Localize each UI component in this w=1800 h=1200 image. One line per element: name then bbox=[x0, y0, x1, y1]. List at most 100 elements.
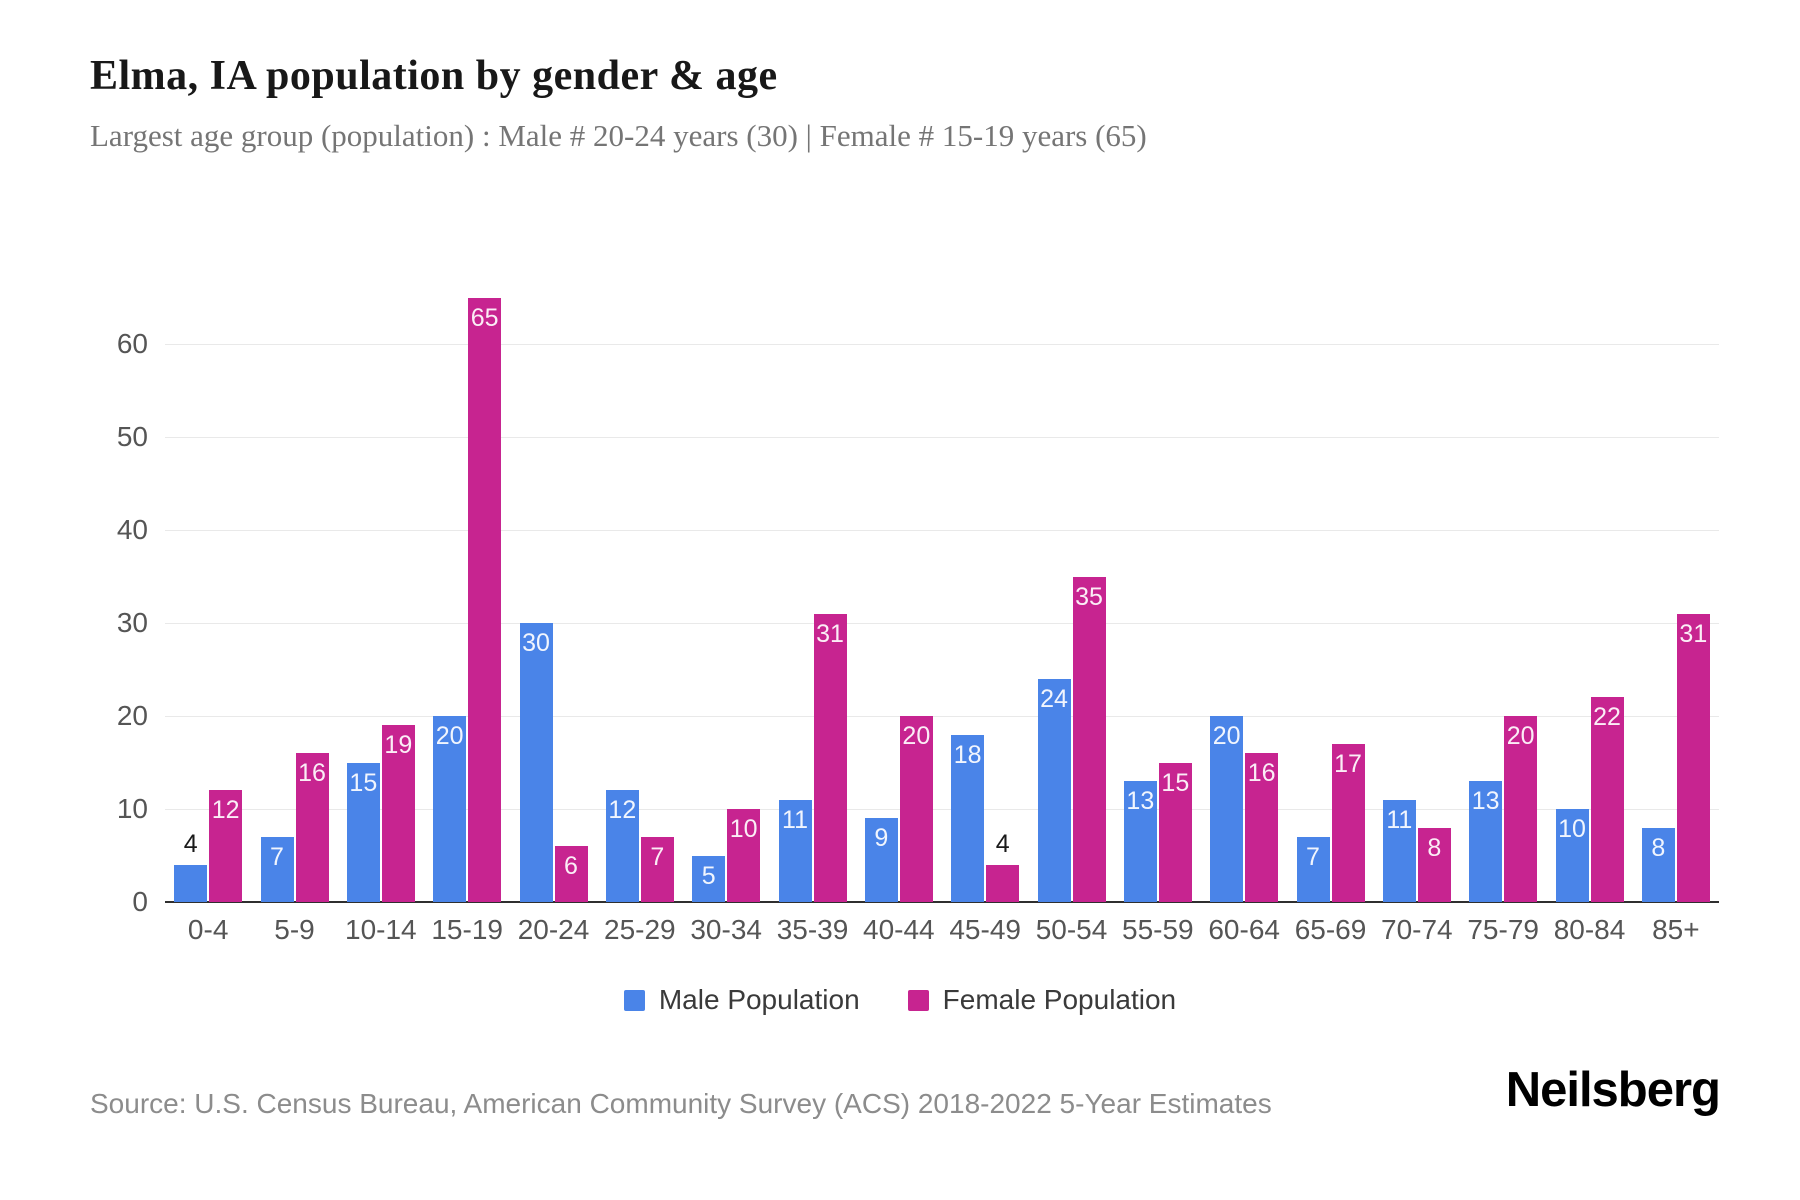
bar-female bbox=[1676, 613, 1710, 902]
bar-male bbox=[692, 855, 726, 902]
gridline bbox=[165, 530, 1719, 531]
x-axis-label: 30-34 bbox=[690, 914, 762, 945]
bar-value-label: 65 bbox=[470, 303, 499, 332]
bar-value-label: 31 bbox=[816, 619, 844, 648]
x-axis-label: 25-29 bbox=[604, 914, 676, 945]
male-legend-swatch-icon bbox=[623, 989, 645, 1011]
bar-male bbox=[1123, 781, 1157, 902]
bar-value-label: 11 bbox=[782, 805, 808, 834]
x-axis-label: 0-4 bbox=[187, 914, 229, 945]
bar-value-label: 12 bbox=[608, 796, 637, 825]
legend-label-male: Male Population bbox=[658, 984, 860, 1015]
bar-female bbox=[1331, 743, 1365, 902]
bar-female bbox=[1072, 576, 1106, 902]
bar-value-label: 9 bbox=[874, 824, 889, 853]
bar-male bbox=[1641, 827, 1675, 902]
bar-value-label: 13 bbox=[1471, 787, 1500, 816]
bar-value-label: 10 bbox=[729, 815, 758, 843]
bar-female bbox=[468, 297, 502, 902]
bar-value-label: 18 bbox=[953, 740, 982, 769]
bar-value-label: 20 bbox=[1212, 722, 1241, 750]
x-axis-label: 45-49 bbox=[949, 914, 1021, 945]
bar-male bbox=[346, 762, 380, 902]
x-axis-label: 15-19 bbox=[431, 914, 503, 945]
page-subtitle: Largest age group (population) : Male # … bbox=[90, 118, 1147, 153]
bar-value-label: 7 bbox=[650, 842, 665, 871]
bar-value-label: 5 bbox=[701, 861, 716, 890]
gridline bbox=[165, 809, 1719, 810]
bar-value-label: 35 bbox=[1075, 582, 1103, 611]
bar-value-label: 11 bbox=[1386, 805, 1413, 834]
x-axis-label: 85+ bbox=[1652, 914, 1700, 945]
gridline bbox=[165, 344, 1719, 345]
bar-male bbox=[951, 734, 985, 902]
x-axis-label: 20-24 bbox=[517, 914, 590, 945]
bar-value-label: 4 bbox=[183, 829, 198, 858]
bar-value-label: 10 bbox=[1558, 815, 1586, 843]
bar-value-label: 31 bbox=[1679, 619, 1708, 648]
bar-female bbox=[899, 716, 933, 902]
y-axis-tick-label: 0 bbox=[132, 886, 148, 917]
bar-female bbox=[381, 725, 415, 902]
bar-female bbox=[640, 836, 674, 902]
bar-value-label: 7 bbox=[1306, 842, 1320, 871]
page-title: Elma, IA population by gender & age bbox=[90, 53, 778, 99]
bar-value-label: 16 bbox=[1247, 759, 1276, 788]
bar-male bbox=[519, 623, 553, 902]
bar-value-label: 20 bbox=[902, 722, 931, 750]
bar-female bbox=[986, 864, 1020, 902]
bar-value-label: 6 bbox=[564, 852, 578, 881]
bar-male bbox=[864, 818, 898, 902]
x-axis-line bbox=[165, 901, 1719, 903]
bar-male bbox=[1382, 799, 1416, 902]
bar-value-label: 13 bbox=[1126, 787, 1155, 816]
x-axis-label: 55-59 bbox=[1122, 914, 1194, 945]
x-axis-label: 60-64 bbox=[1208, 914, 1280, 945]
x-axis-label: 65-69 bbox=[1294, 914, 1367, 945]
bar-value-label: 16 bbox=[298, 759, 326, 788]
bar-value-label: 30 bbox=[522, 629, 550, 657]
bar-male bbox=[605, 790, 639, 902]
y-axis-tick-label: 50 bbox=[116, 421, 148, 452]
bar-male bbox=[174, 864, 208, 902]
bar-value-label: 19 bbox=[384, 731, 413, 760]
bar-male bbox=[260, 836, 294, 902]
bar-value-label: 20 bbox=[1506, 722, 1535, 750]
bar-female bbox=[1417, 827, 1451, 902]
bar-female bbox=[813, 613, 847, 902]
legend-item-female: Female Population bbox=[907, 984, 1177, 1016]
gridline bbox=[165, 716, 1719, 717]
x-axis-label: 75-79 bbox=[1467, 914, 1539, 945]
bar-male bbox=[778, 799, 812, 902]
bar-female bbox=[1504, 716, 1538, 902]
source-attribution: Source: U.S. Census Bureau, American Com… bbox=[90, 1088, 1272, 1119]
bar-value-label: 15 bbox=[1161, 768, 1190, 797]
bar-female bbox=[1158, 762, 1192, 902]
y-axis-tick-label: 40 bbox=[116, 514, 148, 545]
female-legend-swatch-icon bbox=[907, 989, 929, 1011]
x-axis-label: 10-14 bbox=[345, 914, 417, 945]
bar-female bbox=[295, 753, 329, 902]
bar-female bbox=[1590, 697, 1624, 902]
legend-label-female: Female Population bbox=[942, 984, 1177, 1015]
bar-value-label: 22 bbox=[1593, 703, 1621, 732]
legend-item-male: Male Population bbox=[623, 984, 860, 1016]
x-axis-label: 40-44 bbox=[863, 914, 935, 945]
chart-legend: Male Population Female Population bbox=[0, 984, 1800, 1016]
bar-value-label: 7 bbox=[270, 842, 284, 871]
bar-value-label: 20 bbox=[435, 722, 464, 750]
bar-male bbox=[1210, 716, 1244, 902]
bar-male bbox=[1296, 836, 1330, 902]
y-axis-tick-label: 60 bbox=[116, 328, 148, 359]
bar-value-label: 8 bbox=[1427, 833, 1442, 862]
bar-male bbox=[1469, 781, 1503, 902]
gridline bbox=[165, 623, 1719, 624]
neilsberg-logo: Neilsberg bbox=[1505, 1063, 1721, 1117]
bar-male bbox=[1555, 809, 1589, 902]
bar-male bbox=[1037, 678, 1071, 902]
y-axis-tick-label: 20 bbox=[116, 700, 148, 731]
bar-value-label: 17 bbox=[1334, 749, 1362, 778]
y-axis-tick-label: 10 bbox=[116, 793, 148, 824]
bar-female bbox=[554, 846, 588, 902]
